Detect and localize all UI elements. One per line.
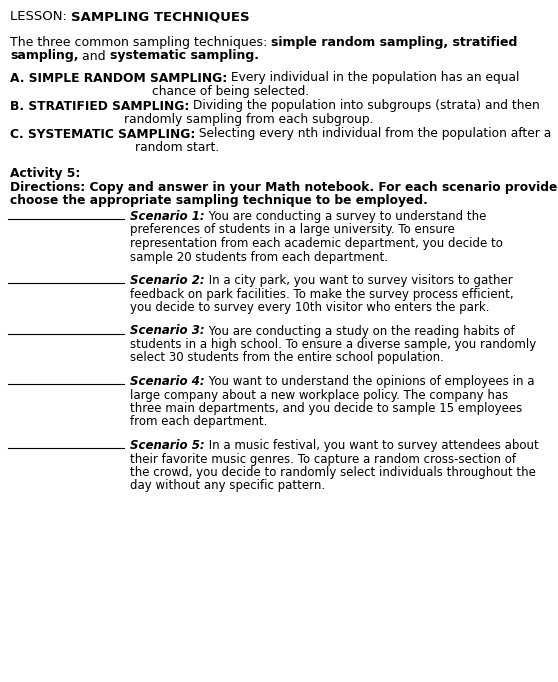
Text: and: and [79,50,110,63]
Text: The three common sampling techniques:: The three common sampling techniques: [10,36,271,49]
Text: Scenario 1:: Scenario 1: [130,210,205,223]
Text: simple random sampling, stratified: simple random sampling, stratified [271,36,518,49]
Text: day without any specific pattern.: day without any specific pattern. [130,479,325,492]
Text: students in a high school. To ensure a diverse sample, you randomly: students in a high school. To ensure a d… [130,338,536,351]
Text: You are conducting a survey to understand the: You are conducting a survey to understan… [205,210,486,223]
Text: In a city park, you want to survey visitors to gather: In a city park, you want to survey visit… [205,274,512,287]
Text: Dividing the population into subgroups (strata) and then: Dividing the population into subgroups (… [189,100,540,113]
Text: In a music festival, you want to survey attendees about: In a music festival, you want to survey … [205,439,538,452]
Text: A. SIMPLE RANDOM SAMPLING:: A. SIMPLE RANDOM SAMPLING: [10,72,227,85]
Text: chance of being selected.: chance of being selected. [152,85,309,98]
Text: Every individual in the population has an equal: Every individual in the population has a… [227,72,519,85]
Text: preferences of students in a large university. To ensure: preferences of students in a large unive… [130,224,455,237]
Text: large company about a new workplace policy. The company has: large company about a new workplace poli… [130,389,508,402]
Text: Directions: Copy and answer in your Math notebook. For each scenario provided,: Directions: Copy and answer in your Math… [10,181,558,194]
Text: randomly sampling from each subgroup.: randomly sampling from each subgroup. [124,113,373,126]
Text: feedback on park facilities. To make the survey process efficient,: feedback on park facilities. To make the… [130,288,513,301]
Text: You want to understand the opinions of employees in a: You want to understand the opinions of e… [205,375,534,388]
Text: Scenario 2:: Scenario 2: [130,274,205,287]
Text: choose the appropriate sampling technique to be employed.: choose the appropriate sampling techniqu… [10,194,428,207]
Text: Scenario 5:: Scenario 5: [130,439,205,452]
Text: their favorite music genres. To capture a random cross-section of: their favorite music genres. To capture … [130,452,516,466]
Text: LESSON:: LESSON: [10,10,71,23]
Text: B. STRATIFIED SAMPLING:: B. STRATIFIED SAMPLING: [10,100,189,113]
Text: representation from each academic department, you decide to: representation from each academic depart… [130,237,503,250]
Text: Activity 5:: Activity 5: [10,167,80,180]
Text: select 30 students from the entire school population.: select 30 students from the entire schoo… [130,351,444,364]
Text: You are conducting a study on the reading habits of: You are conducting a study on the readin… [205,325,514,338]
Text: random start.: random start. [135,141,219,154]
Text: Scenario 3:: Scenario 3: [130,325,205,338]
Text: Scenario 4:: Scenario 4: [130,375,205,388]
Text: SAMPLING TECHNIQUES: SAMPLING TECHNIQUES [71,10,250,23]
Text: you decide to survey every 10th visitor who enters the park.: you decide to survey every 10th visitor … [130,301,489,314]
Text: C. SYSTEMATIC SAMPLING:: C. SYSTEMATIC SAMPLING: [10,128,195,140]
Text: Selecting every nth individual from the population after a: Selecting every nth individual from the … [195,128,552,140]
Text: systematic sampling.: systematic sampling. [110,50,259,63]
Text: sampling,: sampling, [10,50,79,63]
Text: the crowd, you decide to randomly select individuals throughout the: the crowd, you decide to randomly select… [130,466,536,479]
Text: three main departments, and you decide to sample 15 employees: three main departments, and you decide t… [130,402,522,415]
Text: from each department.: from each department. [130,415,267,428]
Text: sample 20 students from each department.: sample 20 students from each department. [130,250,388,263]
